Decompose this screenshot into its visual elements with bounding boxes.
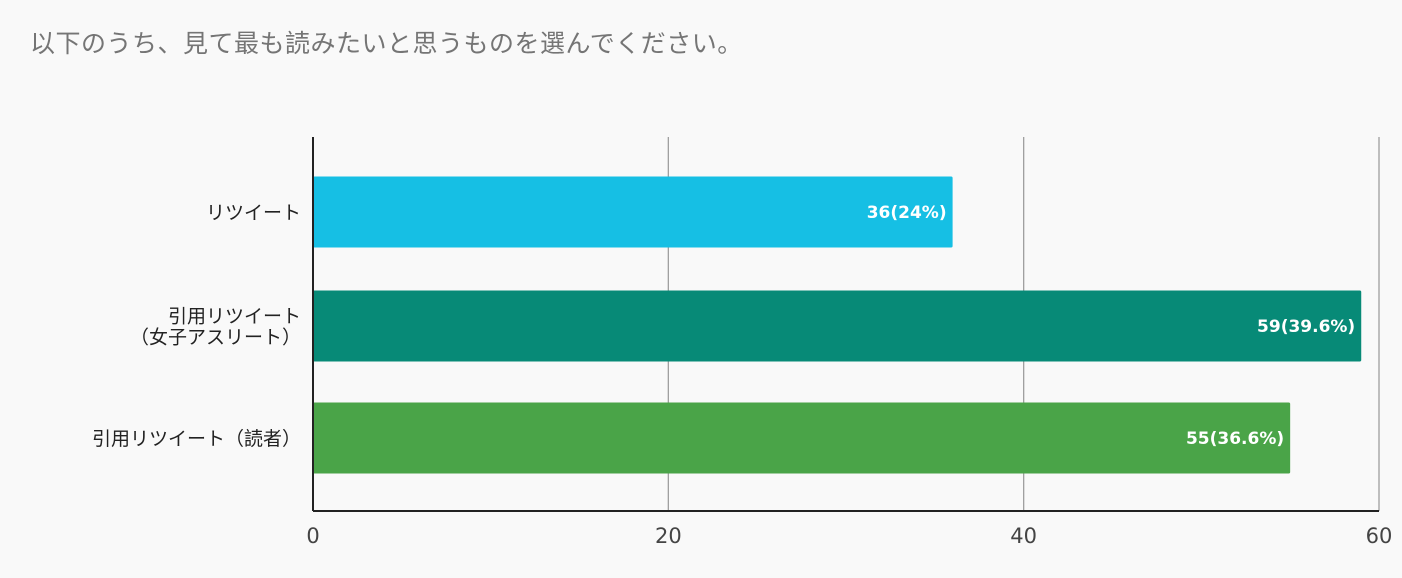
axes — [312, 137, 1379, 512]
bar-3 — [313, 402, 1291, 474]
bar-2 — [313, 290, 1362, 362]
chart-title: 以下のうち、見て最も読みたいと思うものを選んでください。 — [30, 29, 743, 58]
category-label-3: 引用リツイート（読者） — [92, 428, 301, 450]
x-tick-label-20: 20 — [655, 524, 682, 548]
data-label-2: 59(39.6%) — [1257, 317, 1355, 337]
x-tick-label-0: 0 — [306, 524, 319, 548]
bars — [313, 176, 1362, 474]
data-label-1: 36(24%) — [867, 203, 947, 223]
category-label-2-line-1: 引用リツイート — [168, 306, 301, 328]
x-tick-label-60: 60 — [1366, 524, 1393, 548]
bar-1 — [313, 176, 953, 248]
data-label-3: 55(36.6%) — [1186, 429, 1284, 449]
x-tick-label-40: 40 — [1010, 524, 1037, 548]
category-label-1: リツイート — [206, 202, 301, 224]
category-label-2-line-2: （女子アスリート） — [130, 327, 301, 349]
labels: 36(24%) 59(39.6%) 55(36.6%) 0 20 40 60 リツイート引用リ… — [92, 202, 1392, 548]
